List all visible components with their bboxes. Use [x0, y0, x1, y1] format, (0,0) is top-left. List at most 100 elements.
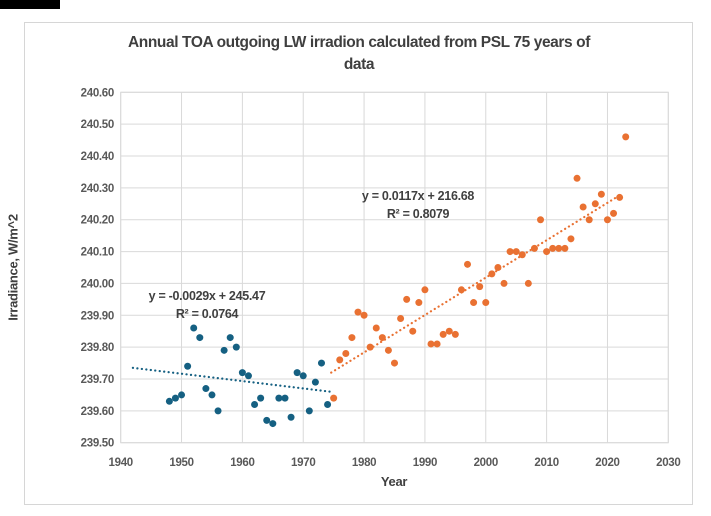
plot-border — [120, 91, 669, 444]
blue-trendline-r2: R² = 0.0764 — [175, 307, 239, 321]
late-period-orange-point — [506, 248, 514, 256]
y-tick-label: 239.90 — [81, 310, 114, 322]
late-period-orange-point — [597, 190, 605, 198]
x-tick-label: 2020 — [595, 457, 619, 469]
late-period-orange-point — [476, 283, 484, 291]
late-period-orange-point — [439, 330, 447, 338]
late-period-orange-point — [354, 308, 362, 316]
late-period-orange-point — [445, 327, 453, 335]
early-period-blue-point — [263, 416, 271, 424]
y-tick-label: 240.10 — [81, 247, 114, 259]
early-period-blue-point — [317, 359, 325, 367]
late-period-orange-point — [457, 286, 465, 294]
late-period-orange-point — [512, 248, 520, 256]
late-period-orange-point — [585, 216, 593, 224]
y-tick-label: 240.20 — [81, 215, 114, 227]
orange-trendline-r2: R² = 0.8079 — [386, 207, 450, 221]
x-tick-label: 2000 — [474, 457, 498, 469]
early-period-blue-point — [178, 391, 186, 399]
x-tick-label: 1950 — [169, 457, 193, 469]
late-period-orange-point — [451, 330, 459, 338]
blue-trendline-equation: y = -0.0029x + 245.47 — [148, 289, 266, 303]
late-period-orange-trendline — [330, 193, 623, 374]
late-period-orange-point — [378, 334, 386, 342]
x-tick-label: 1980 — [352, 457, 376, 469]
x-axis-title: Year — [380, 474, 408, 489]
late-period-orange-point — [591, 200, 599, 208]
chart-card — [24, 22, 693, 505]
y-tick-label: 240.00 — [81, 278, 114, 290]
late-period-orange-point — [555, 244, 563, 252]
early-period-blue-point — [202, 385, 210, 393]
x-tick-label: 1940 — [109, 457, 133, 469]
late-period-orange-point — [549, 244, 557, 252]
y-tick-label: 240.50 — [81, 119, 114, 131]
late-period-orange-point — [573, 174, 581, 182]
early-period-blue-point — [171, 394, 179, 402]
early-period-blue-point — [324, 400, 332, 408]
y-tick-label: 239.50 — [81, 438, 114, 450]
y-tick-label: 239.80 — [81, 342, 114, 354]
late-period-orange-point — [336, 356, 344, 364]
x-tick-label: 2030 — [656, 457, 680, 469]
late-period-orange-point — [427, 340, 435, 348]
x-tick-label: 1960 — [230, 457, 254, 469]
late-period-orange-point — [518, 251, 526, 259]
early-period-blue-point — [226, 334, 234, 342]
late-period-orange-point — [610, 209, 618, 217]
late-period-orange-point — [488, 270, 496, 278]
early-period-blue-point — [287, 413, 295, 421]
late-period-orange-point — [567, 235, 575, 243]
late-period-orange-point — [360, 311, 368, 319]
x-tick-label: 2010 — [534, 457, 558, 469]
late-period-orange-point — [561, 244, 569, 252]
early-period-blue-point — [196, 334, 204, 342]
late-period-orange-point — [579, 203, 587, 211]
x-tick-label: 1990 — [413, 457, 437, 469]
late-period-orange-point — [524, 279, 532, 287]
late-period-orange-point — [421, 286, 429, 294]
late-period-orange-point — [330, 394, 338, 402]
late-period-orange-point — [403, 295, 411, 303]
orange-trendline-annotation: y = 0.0117x + 216.68 R² = 0.8079 — [308, 187, 528, 223]
y-axis-title: Irradiance, W/m^2 — [5, 214, 21, 321]
late-period-orange-point — [500, 279, 508, 287]
late-period-orange-point — [409, 327, 417, 335]
late-period-orange-point — [470, 299, 478, 307]
early-period-blue-trendline — [131, 366, 332, 393]
chart-title: Annual TOA outgoing LW irradion calculat… — [24, 32, 694, 76]
y-tick-label: 240.40 — [81, 151, 114, 163]
early-period-blue-point — [293, 369, 301, 377]
late-period-orange-point — [537, 216, 545, 224]
late-period-orange-point — [397, 314, 405, 322]
early-period-blue-point — [220, 346, 228, 354]
early-period-blue-point — [190, 324, 198, 332]
late-period-orange-point — [342, 350, 350, 358]
chart-title-line1: Annual TOA outgoing LW irradion calculat… — [128, 34, 590, 51]
early-period-blue-point — [305, 407, 313, 415]
late-period-orange-point — [603, 216, 611, 224]
early-period-blue-point — [269, 420, 277, 428]
late-period-orange-point — [415, 299, 423, 307]
early-period-blue-point — [251, 400, 259, 408]
chart-title-line2: data — [343, 56, 375, 73]
late-period-orange-point — [616, 193, 624, 201]
early-period-blue-point — [275, 394, 283, 402]
early-period-blue-point — [281, 394, 289, 402]
late-period-orange-point — [433, 340, 441, 348]
orange-trendline-equation: y = 0.0117x + 216.68 — [361, 189, 475, 203]
blue-trendline-annotation: y = -0.0029x + 245.47 R² = 0.0764 — [97, 287, 317, 323]
y-tick-label: 239.70 — [81, 374, 114, 386]
late-period-orange-point — [348, 334, 356, 342]
late-period-orange-point — [372, 324, 380, 332]
x-tick-label: 1970 — [291, 457, 315, 469]
late-period-orange-point — [543, 248, 551, 256]
early-period-blue-point — [214, 407, 222, 415]
early-period-blue-point — [184, 362, 192, 370]
early-period-blue-point — [244, 372, 252, 380]
late-period-orange-point — [622, 133, 630, 141]
late-period-orange-point — [464, 260, 472, 268]
early-period-blue-point — [311, 378, 319, 386]
